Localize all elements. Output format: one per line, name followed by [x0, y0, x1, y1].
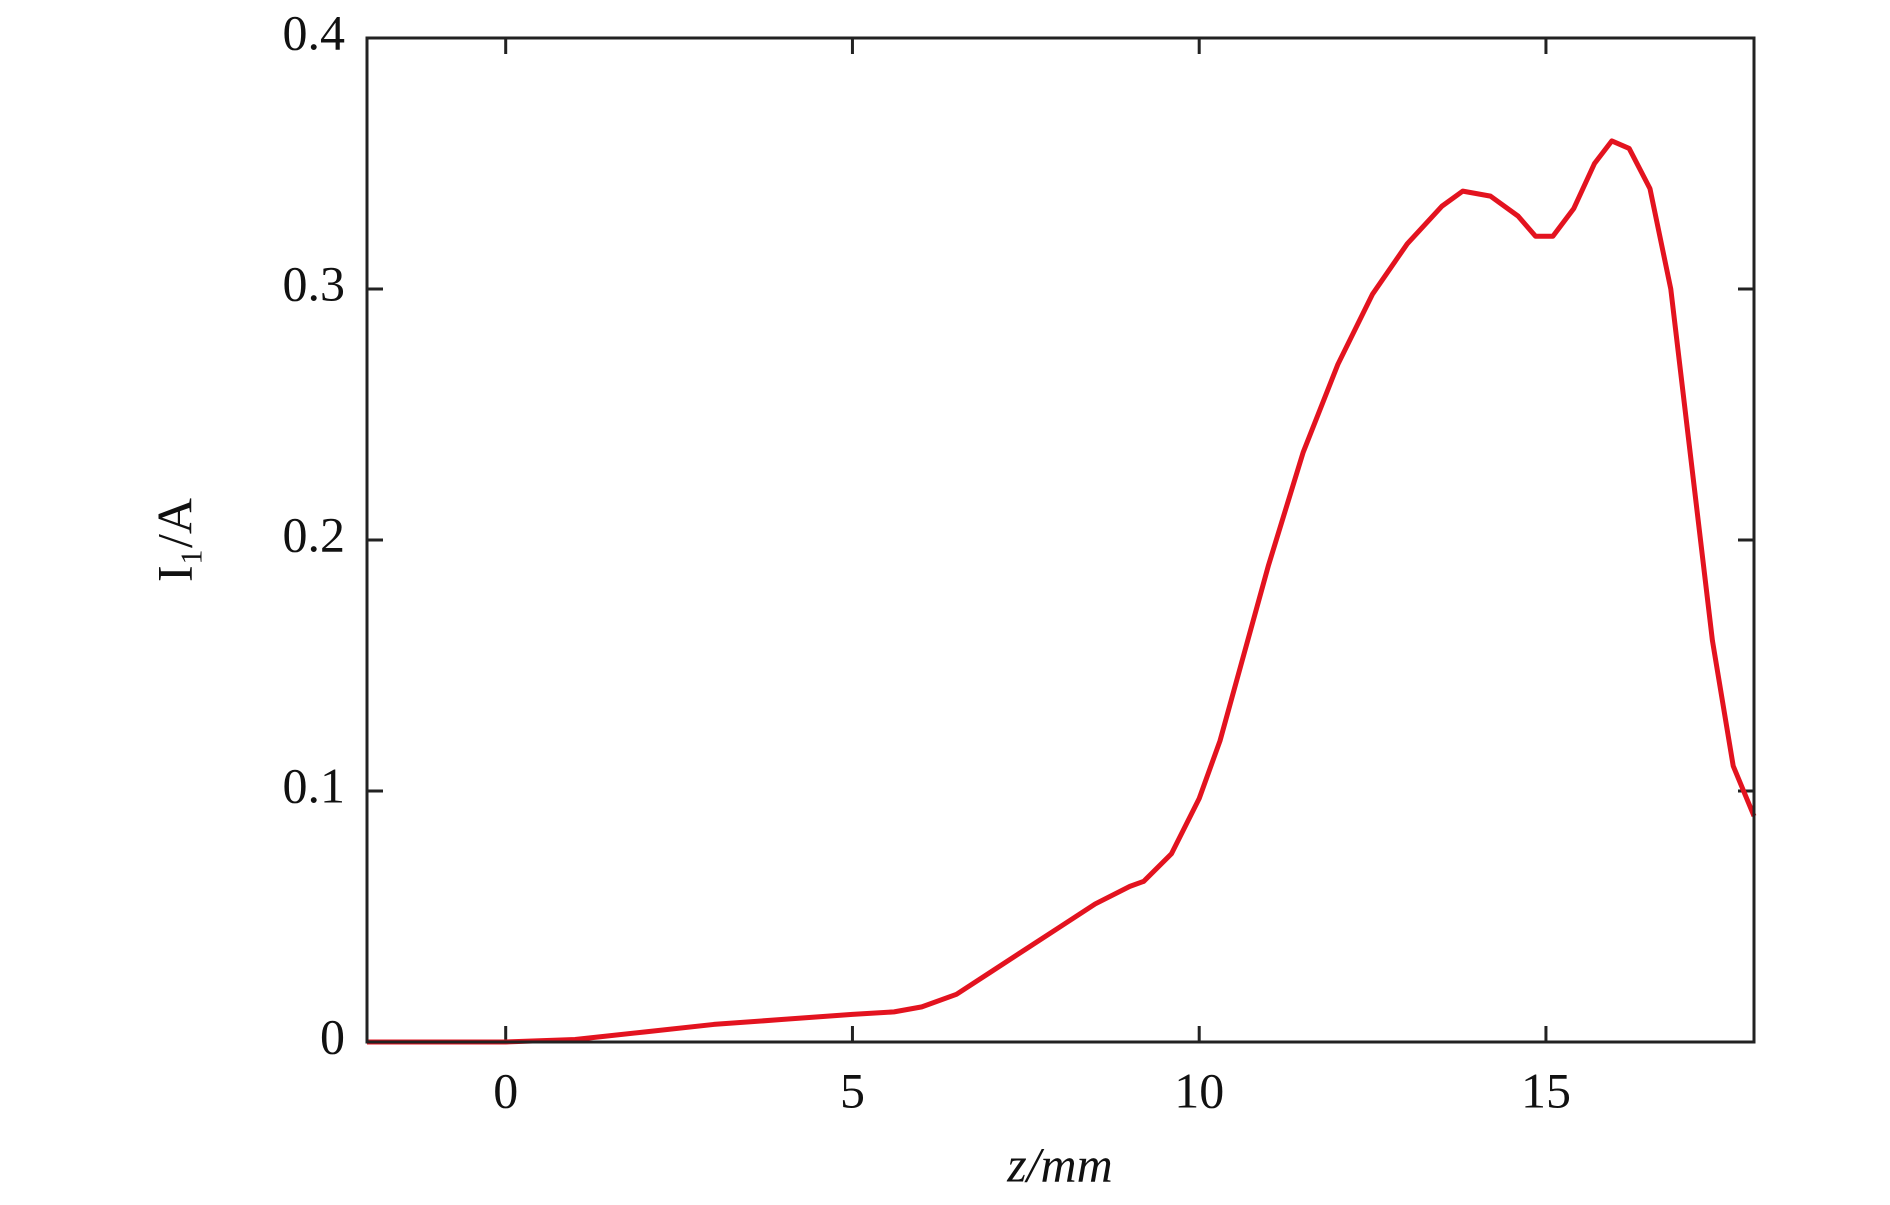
y-tick-label: 0.2 [283, 506, 346, 562]
x-tick-label: 15 [1521, 1062, 1571, 1118]
x-tick-label: 5 [840, 1062, 865, 1118]
plot-frame [365, 36, 1756, 1044]
x-axis-label: z/mm [1006, 1136, 1113, 1192]
x-tick-label: 0 [493, 1062, 518, 1118]
y-tick-label: 0.1 [283, 757, 346, 813]
y-tick-label: 0.3 [283, 255, 346, 311]
x-tick-label: 10 [1174, 1062, 1224, 1118]
y-tick-label: 0.4 [283, 4, 346, 60]
data-line [367, 138, 1757, 1045]
y-tick-label: 0 [320, 1008, 345, 1064]
y-axis-label: I₁/A [146, 498, 202, 582]
